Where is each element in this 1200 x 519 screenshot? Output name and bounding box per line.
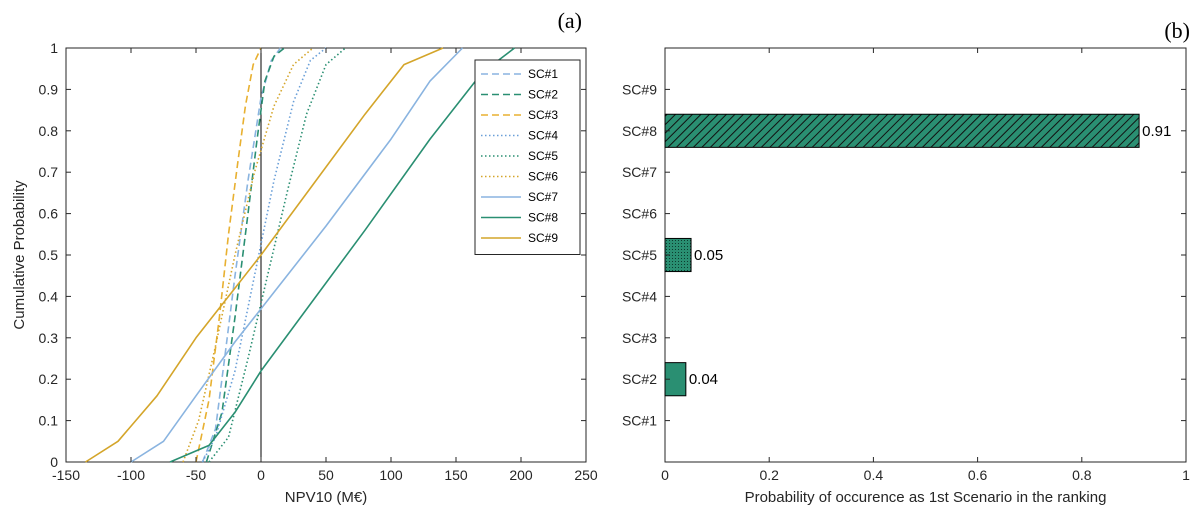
y-tick-label: 0.9 [39, 81, 59, 97]
cdf-line-sc2 [205, 47, 285, 463]
cdf-series-group [85, 47, 515, 463]
x-tick-label: 50 [318, 467, 334, 483]
y-tick-label: 0.5 [39, 247, 59, 263]
legend-entry: SC#3 [528, 108, 558, 122]
legend-entry: SC#9 [528, 231, 558, 245]
y-tick-label: 0.1 [39, 413, 59, 429]
cdf-y-ticks: 0 0.1 0.2 0.3 0.4 0.5 0.6 0.7 0.8 0.9 1 [39, 40, 586, 470]
cdf-x-axis-label: NPV10 (M€) [285, 489, 368, 506]
category-label: SC#7 [622, 164, 657, 180]
y-tick-label: 0.2 [39, 371, 59, 387]
cdf-line-sc9 [85, 47, 444, 463]
panel-b-label: (b) [1164, 18, 1190, 43]
x-tick-label: -150 [52, 467, 80, 483]
cdf-legend: SC#1 SC#2 SC#3 SC#4 SC#5 SC#6 SC#7 SC#8 SC#9 [474, 59, 581, 255]
bar-value-label: 0.05 [694, 247, 723, 264]
category-label: SC#9 [622, 81, 657, 97]
y-tick-label: 0.7 [39, 164, 59, 180]
x-tick-label: 150 [444, 467, 468, 483]
category-label: SC#3 [622, 330, 657, 346]
legend-entry: SC#8 [528, 211, 558, 225]
legend-entry: SC#1 [528, 67, 558, 81]
cdf-y-axis-label: Cumulative Probability [11, 180, 28, 330]
cdf-chart: -150 -100 -50 0 50 100 150 200 250 0 0.1 0.2 0.3 0.4… [11, 8, 598, 506]
x-tick-label: 0.2 [759, 467, 779, 483]
cdf-line-sc3 [195, 47, 262, 463]
x-tick-label: 0 [257, 467, 265, 483]
category-label: SC#5 [622, 247, 657, 263]
x-tick-label: -100 [117, 467, 145, 483]
cdf-line-sc8 [169, 47, 515, 463]
x-tick-label: -50 [186, 467, 206, 483]
category-label: SC#2 [622, 371, 657, 387]
legend-entry: SC#5 [528, 149, 558, 163]
y-tick-label: 1 [50, 40, 58, 56]
legend-box [474, 59, 581, 255]
y-tick-label: 0.6 [39, 206, 59, 222]
legend-entry: SC#6 [528, 170, 558, 184]
x-tick-label: 1 [1182, 467, 1190, 483]
ranking-bar-chart: 0.04 0.05 0.91 0 0.2 0.4 0.6 0.8 1 SC#1 SC#2 SC#3… [622, 18, 1190, 506]
bar-value-label: 0.91 [1142, 123, 1171, 140]
bar-x-ticks: 0 0.2 0.4 0.6 0.8 1 [661, 48, 1190, 483]
x-tick-label: 0.6 [968, 467, 988, 483]
x-tick-label: 0.4 [864, 467, 884, 483]
bar-x-axis-label: Probability of occurence as 1st Scenario… [745, 489, 1107, 506]
x-tick-label: 100 [379, 467, 403, 483]
y-tick-label: 0.4 [39, 288, 59, 304]
bar-value-label: 0.04 [689, 371, 718, 388]
y-tick-label: 0 [50, 454, 58, 470]
panel-a-label: (a) [558, 8, 582, 33]
bar-y-ticks: SC#1 SC#2 SC#3 SC#4 SC#5 SC#6 SC#7 SC#8 SC#9 [622, 81, 1186, 429]
legend-entry: SC#2 [528, 88, 558, 102]
legend-entry: SC#7 [528, 190, 558, 204]
y-tick-label: 0.8 [39, 123, 59, 139]
cdf-line-sc7 [130, 47, 464, 463]
bar-plot-area [664, 47, 1187, 463]
legend-entry: SC#4 [528, 129, 558, 143]
category-label: SC#4 [622, 288, 657, 304]
x-tick-label: 0.8 [1072, 467, 1092, 483]
category-label: SC#6 [622, 206, 657, 222]
x-tick-label: 250 [574, 467, 598, 483]
x-tick-label: 0 [661, 467, 669, 483]
cdf-x-ticks: -150 -100 -50 0 50 100 150 200 250 [52, 48, 598, 483]
cdf-line-sc6 [182, 47, 314, 463]
category-label: SC#1 [622, 413, 657, 429]
y-tick-label: 0.3 [39, 330, 59, 346]
category-label: SC#8 [622, 123, 657, 139]
x-tick-label: 200 [509, 467, 533, 483]
bar-sc8 [664, 113, 1140, 148]
